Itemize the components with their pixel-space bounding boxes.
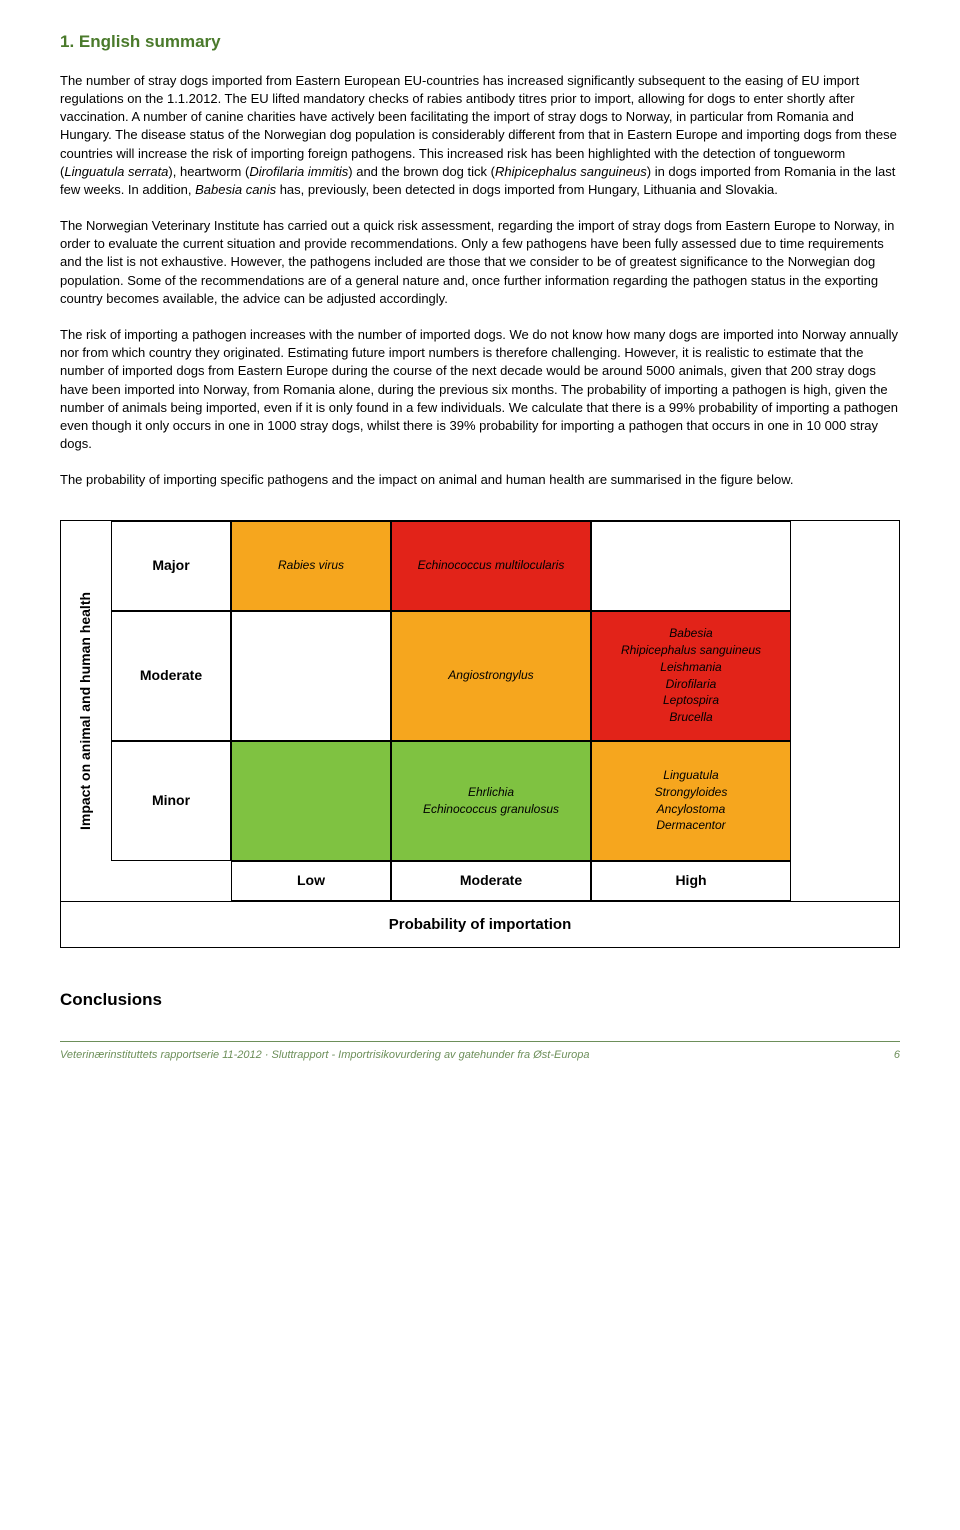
x-axis-label: Probability of importation xyxy=(61,901,899,947)
col-label-high: High xyxy=(591,861,791,901)
species: Dirofilaria immitis xyxy=(249,164,348,179)
y-axis-label: Impact on animal and human health xyxy=(61,521,111,901)
row-label-moderate: Moderate xyxy=(111,611,231,741)
text: ), heartworm ( xyxy=(168,164,249,179)
row-label-minor: Minor xyxy=(111,741,231,861)
footer-text: Veterinærinstituttets rapportserie 11-20… xyxy=(60,1048,589,1063)
risk-matrix: Impact on animal and human health Major … xyxy=(60,520,900,948)
text: has, previously, been detected in dogs i… xyxy=(276,182,778,197)
cell-moderate-moderate: Angiostrongylus xyxy=(391,611,591,741)
row-label-major: Major xyxy=(111,521,231,611)
cell-minor-low xyxy=(231,741,391,861)
species: Rhipicephalus sanguineus xyxy=(495,164,647,179)
conclusions-heading: Conclusions xyxy=(60,988,900,1012)
cell-major-moderate: Echinococcus multilocularis xyxy=(391,521,591,611)
cell-minor-high: LinguatulaStrongyloidesAncylostomaDermac… xyxy=(591,741,791,861)
paragraph-3: The risk of importing a pathogen increas… xyxy=(60,326,900,453)
cell-minor-moderate: EhrlichiaEchinococcus granulosus xyxy=(391,741,591,861)
paragraph-1: The number of stray dogs imported from E… xyxy=(60,72,900,199)
page-footer: Veterinærinstituttets rapportserie 11-20… xyxy=(60,1041,900,1063)
paragraph-4: The probability of importing specific pa… xyxy=(60,471,900,489)
paragraph-2: The Norwegian Veterinary Institute has c… xyxy=(60,217,900,308)
col-label-moderate: Moderate xyxy=(391,861,591,901)
section-heading: 1. English summary xyxy=(60,30,900,54)
text: ) and the brown dog tick ( xyxy=(348,164,495,179)
page-number: 6 xyxy=(894,1048,900,1063)
cell-major-low: Rabies virus xyxy=(231,521,391,611)
empty xyxy=(111,861,231,901)
cell-major-high xyxy=(591,521,791,611)
col-label-low: Low xyxy=(231,861,391,901)
species: Babesia canis xyxy=(195,182,276,197)
cell-moderate-high: BabesiaRhipicephalus sanguineusLeishmani… xyxy=(591,611,791,741)
species: Linguatula serrata xyxy=(64,164,168,179)
cell-moderate-low xyxy=(231,611,391,741)
